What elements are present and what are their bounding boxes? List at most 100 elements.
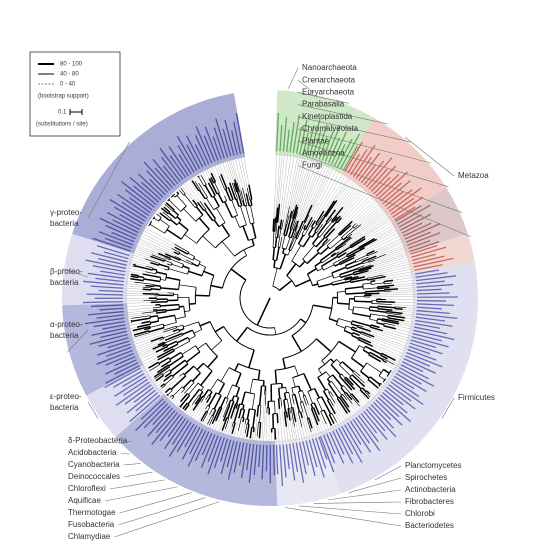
- leaf-branch: [374, 238, 403, 252]
- leaf-label: [137, 173, 164, 198]
- branch: [279, 236, 283, 248]
- leaf-label: [104, 367, 142, 389]
- branch: [207, 182, 216, 196]
- leaf-branch: [144, 367, 149, 371]
- branch: [159, 338, 164, 341]
- leaf-branch: [198, 420, 202, 425]
- leaf-branch: [216, 416, 224, 434]
- branch: [162, 369, 170, 375]
- leaf-label: [114, 362, 139, 375]
- leaf-branch: [354, 389, 369, 405]
- leaf-label: [82, 280, 124, 286]
- leader-line: [297, 153, 462, 213]
- leaf-branch: [240, 155, 248, 188]
- leaf-branch: [359, 335, 404, 355]
- branch: [188, 270, 203, 277]
- branch: [297, 385, 302, 392]
- branch: [368, 254, 387, 262]
- leaf-label: [358, 152, 381, 182]
- branch-arc: [152, 216, 156, 220]
- leaf-branch: [358, 402, 365, 409]
- clade-label: β-proteo-: [50, 267, 83, 276]
- branch: [184, 194, 196, 208]
- leaf-label: [91, 252, 128, 263]
- leaf-label: [123, 378, 148, 396]
- branch: [359, 345, 365, 349]
- branch: [164, 334, 184, 344]
- branch-arc: [328, 297, 334, 319]
- leaf-branch: [390, 371, 394, 375]
- leaf-branch: [379, 385, 384, 389]
- leaf-branch: [156, 207, 163, 213]
- branch-arc: [180, 205, 187, 212]
- branch: [272, 231, 275, 248]
- leaf-branch: [371, 256, 410, 269]
- branch: [169, 359, 186, 372]
- clade-label: Deinococcales: [68, 472, 120, 481]
- leaf-branch: [356, 328, 407, 347]
- leaf-branch: [406, 307, 415, 309]
- branch: [206, 406, 211, 412]
- branch: [362, 255, 377, 263]
- branch: [344, 378, 356, 390]
- branch: [325, 209, 337, 223]
- leaf-branch: [125, 283, 146, 286]
- clade-label: α-proteo-: [50, 320, 83, 329]
- branch: [144, 258, 160, 264]
- leaf-branch: [364, 382, 379, 396]
- leaf-branch: [379, 327, 411, 336]
- leaf-branch: [391, 304, 415, 307]
- branch: [176, 336, 189, 344]
- branch: [228, 182, 237, 201]
- branch: [158, 252, 171, 260]
- leaf-label: [416, 288, 442, 292]
- branch: [153, 284, 161, 287]
- branch: [163, 374, 173, 382]
- branch: [277, 398, 281, 410]
- leaf-branch: [250, 437, 252, 442]
- branch: [354, 300, 372, 303]
- leaf-label: [231, 130, 238, 155]
- leaf-branch: [129, 261, 147, 267]
- leaf-branch: [375, 274, 414, 282]
- branch: [150, 323, 164, 328]
- leaf-branch: [200, 421, 203, 426]
- branch-arc: [343, 325, 347, 331]
- leaf-label: [119, 214, 142, 228]
- leaf-branch: [383, 268, 413, 276]
- branch: [350, 357, 365, 368]
- leaf-label: [406, 351, 443, 368]
- leaf-branch: [391, 369, 395, 373]
- branch-arc: [235, 403, 238, 405]
- branch: [287, 408, 291, 421]
- leaf-label: [394, 375, 415, 390]
- leaf-label: [318, 436, 328, 460]
- branch: [365, 292, 380, 295]
- branch-arc: [171, 374, 174, 378]
- branch: [248, 349, 255, 368]
- branch-arc: [241, 408, 245, 411]
- branch: [142, 288, 152, 291]
- branch: [163, 322, 177, 327]
- leaf-branch: [158, 388, 162, 392]
- leaf-branch: [148, 372, 158, 379]
- leaf-branch: [302, 164, 328, 222]
- branch: [386, 310, 403, 315]
- branch: [304, 216, 313, 231]
- leaf-branch: [337, 186, 363, 217]
- leaf-label: [233, 441, 242, 473]
- branch: [350, 276, 366, 281]
- leaf-label: [282, 444, 287, 478]
- leaf-label: [98, 258, 127, 266]
- branch: [199, 321, 211, 327]
- leaf-label: [324, 124, 341, 163]
- leaf-branch: [163, 199, 167, 203]
- branch: [382, 368, 390, 374]
- leaf-branch: [351, 389, 367, 407]
- branch: [200, 387, 204, 391]
- leaf-branch: [386, 362, 397, 369]
- leaf-branch: [230, 433, 233, 438]
- branch: [325, 228, 336, 239]
- branch: [360, 331, 375, 338]
- branch: [336, 217, 343, 224]
